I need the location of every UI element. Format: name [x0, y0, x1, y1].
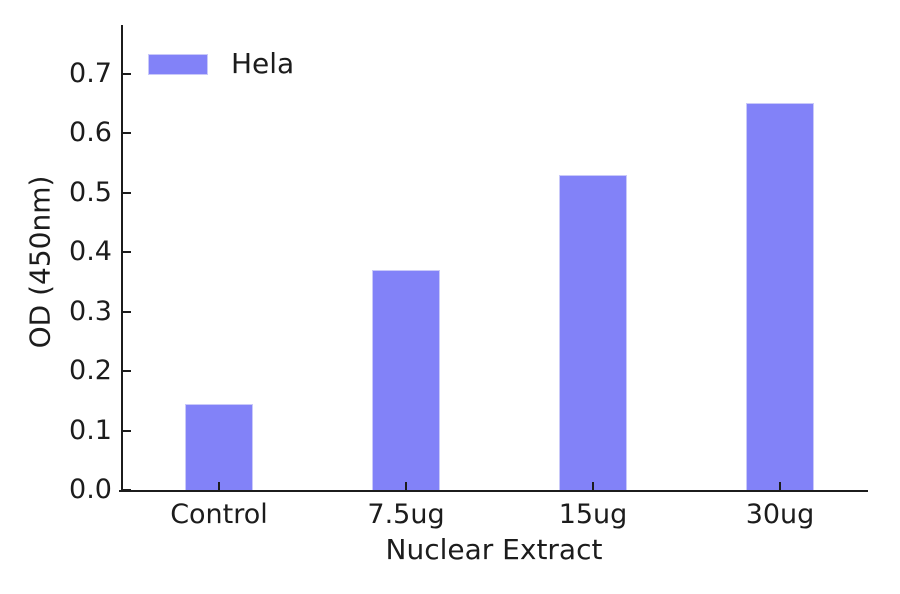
x-tick-mark: [592, 482, 594, 490]
y-tick-mark: [123, 251, 131, 253]
legend: Hela: [148, 50, 294, 78]
bar-7-5ug: [372, 269, 440, 490]
bar-30ug: [746, 103, 814, 490]
y-tick-label: 0.2: [69, 355, 112, 386]
y-tick-label: 0.1: [69, 414, 112, 446]
x-axis-title: Nuclear Extract: [385, 533, 603, 566]
y-tick-label: 0.6: [69, 117, 112, 148]
y-tick-label: 0.5: [69, 176, 112, 208]
y-tick-mark: [123, 132, 131, 134]
y-tick-label: 0.4: [69, 236, 112, 267]
y-tick-mark: [123, 191, 131, 194]
y-tick-mark: [123, 429, 131, 432]
x-tick-label: 7.5ug: [367, 499, 445, 530]
legend-label: Hela: [231, 47, 295, 80]
x-tick-label: 15ug: [558, 499, 628, 530]
y-axis-title: OD (450nm): [23, 175, 57, 349]
x-tick-label: Control: [170, 499, 268, 530]
y-tick-label: 0.3: [69, 295, 112, 327]
y-tick-label: 0.0: [69, 474, 112, 505]
y-tick-mark: [123, 72, 131, 75]
y-tick-mark: [123, 310, 131, 313]
y-tick-mark: [123, 489, 131, 491]
y-axis-spine: [121, 25, 123, 492]
x-tick-label: 30ug: [745, 499, 815, 530]
x-tick-mark: [779, 482, 781, 490]
x-tick-mark: [405, 482, 407, 490]
x-axis-spine: [119, 490, 868, 492]
y-tick-label: 0.7: [69, 57, 112, 89]
legend-swatch-hela: [148, 53, 208, 75]
x-tick-mark: [218, 482, 220, 490]
bar-15ug: [559, 174, 627, 490]
bar-control: [185, 403, 253, 490]
y-tick-mark: [123, 370, 131, 372]
